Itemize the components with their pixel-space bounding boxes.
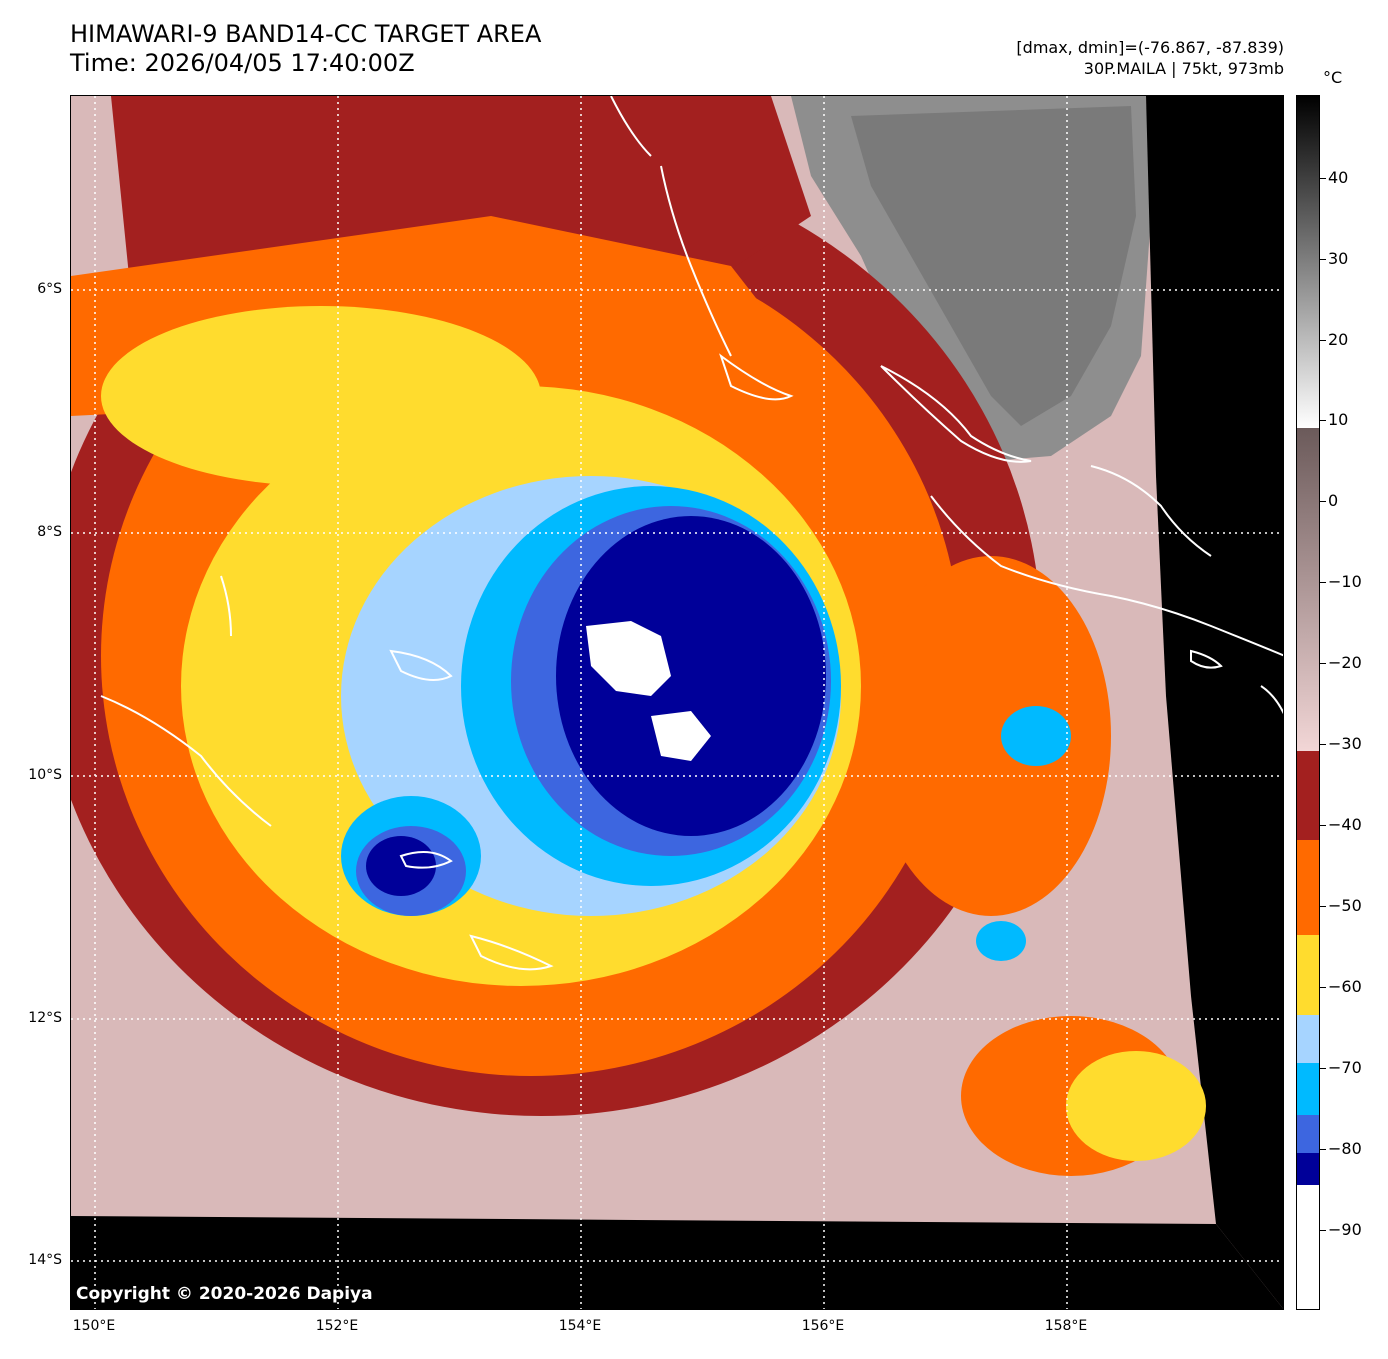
colorbar-tick bbox=[1320, 501, 1326, 502]
no-data-south bbox=[71, 1216, 1283, 1309]
colorbar-tick bbox=[1320, 663, 1326, 664]
band-yellow-se bbox=[1066, 1051, 1206, 1161]
colorbar-tick bbox=[1320, 178, 1326, 179]
storm-info: 30P.MAILA | 75kt, 973mb bbox=[1083, 59, 1284, 78]
band-yellow-nw bbox=[101, 306, 541, 486]
colorbar-unit: °C bbox=[1323, 68, 1343, 87]
colorbar-tick bbox=[1320, 420, 1326, 421]
colorbar-dark-red bbox=[1297, 751, 1319, 840]
colorbar-cold-white bbox=[1297, 1185, 1319, 1309]
colorbar-label: −40 bbox=[1328, 815, 1362, 834]
copyright-notice: Copyright © 2020-2026 Dapiya bbox=[76, 1284, 373, 1304]
lat-label-8s: 8°S bbox=[37, 524, 62, 540]
band-navy-sw bbox=[366, 836, 436, 896]
lat-label-14s: 14°S bbox=[28, 1252, 62, 1268]
colorbar-label: −10 bbox=[1328, 572, 1362, 591]
colorbar-mid-segment bbox=[1297, 428, 1319, 751]
cell-cyan-east bbox=[1001, 706, 1071, 766]
coastlines bbox=[100, 96, 1283, 971]
lat-label-12s: 12°S bbox=[28, 1010, 62, 1026]
colorbar-navy bbox=[1297, 1153, 1319, 1185]
info-block: [dmax, dmin]=(-76.867, -87.839) 30P.MAIL… bbox=[1016, 37, 1284, 79]
colorbar-label: −70 bbox=[1328, 1058, 1362, 1077]
colorbar-svg bbox=[1297, 96, 1319, 1309]
colorbar-label: −60 bbox=[1328, 977, 1362, 996]
colorbar-label: −30 bbox=[1328, 734, 1362, 753]
colorbar-tick bbox=[1320, 825, 1326, 826]
dmax-dmin-readout: [dmax, dmin]=(-76.867, -87.839) bbox=[1016, 38, 1284, 57]
colorbar-light-blue bbox=[1297, 1015, 1319, 1063]
lat-label-10s: 10°S bbox=[28, 767, 62, 783]
colorbar-label: −90 bbox=[1328, 1220, 1362, 1239]
band-orange-east bbox=[871, 556, 1111, 916]
cell-cyan-southeast bbox=[976, 921, 1026, 961]
coldest-tops-1 bbox=[586, 621, 671, 696]
lon-label-156e: 156°E bbox=[801, 1318, 845, 1334]
product-title: HIMAWARI-9 BAND14-CC TARGET AREA bbox=[70, 20, 542, 48]
colorbar-warm-segment bbox=[1297, 96, 1319, 428]
colorbar-tick bbox=[1320, 259, 1326, 260]
band-navy-core bbox=[556, 516, 826, 836]
colorbar-label: 10 bbox=[1328, 410, 1349, 429]
colorbar-tick bbox=[1320, 1149, 1326, 1150]
time-stamp: Time: 2026/04/05 17:40:00Z bbox=[70, 49, 415, 77]
colorbar bbox=[1296, 95, 1320, 1310]
colorbar-cyan bbox=[1297, 1063, 1319, 1115]
lon-label-158e: 158°E bbox=[1044, 1318, 1088, 1334]
colorbar-label: −20 bbox=[1328, 653, 1362, 672]
colorbar-tick bbox=[1320, 906, 1326, 907]
colorbar-label: 20 bbox=[1328, 330, 1349, 349]
lon-label-150e: 150°E bbox=[72, 1318, 116, 1334]
colorbar-royal-blue bbox=[1297, 1115, 1319, 1153]
colorbar-tick bbox=[1320, 582, 1326, 583]
colorbar-label: 30 bbox=[1328, 249, 1349, 268]
colorbar-label: −50 bbox=[1328, 896, 1362, 915]
graticule bbox=[71, 96, 1283, 1309]
title-block: HIMAWARI-9 BAND14-CC TARGET AREA Time: 2… bbox=[70, 20, 541, 78]
colorbar-tick bbox=[1320, 744, 1326, 745]
coldest-tops-2 bbox=[651, 711, 711, 761]
satellite-map[interactable] bbox=[70, 95, 1284, 1310]
map-svg bbox=[71, 96, 1283, 1309]
colorbar-label: 0 bbox=[1328, 491, 1339, 510]
colorbar-tick bbox=[1320, 1068, 1326, 1069]
colorbar-label: −80 bbox=[1328, 1139, 1362, 1158]
colorbar-tick bbox=[1320, 987, 1326, 988]
lon-label-152e: 152°E bbox=[315, 1318, 359, 1334]
colorbar-tick bbox=[1320, 340, 1326, 341]
no-data-east bbox=[1146, 96, 1283, 1309]
lon-label-154e: 154°E bbox=[558, 1318, 602, 1334]
colorbar-orange bbox=[1297, 840, 1319, 935]
colorbar-yellow bbox=[1297, 935, 1319, 1015]
colorbar-tick bbox=[1320, 1230, 1326, 1231]
warm-gray-core bbox=[851, 106, 1136, 426]
colorbar-label: 40 bbox=[1328, 168, 1349, 187]
lat-label-6s: 6°S bbox=[37, 281, 62, 297]
